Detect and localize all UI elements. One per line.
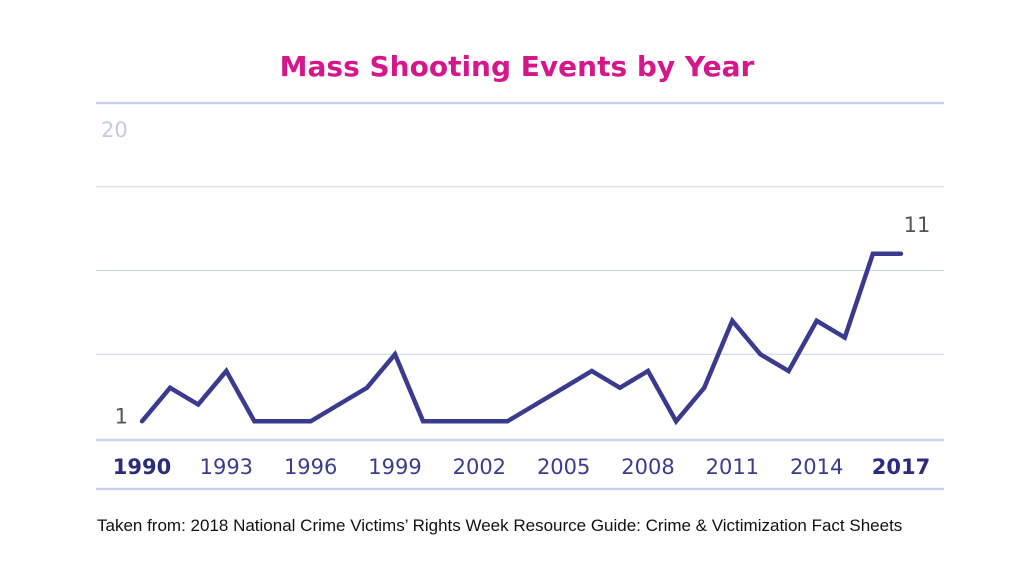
data-point	[730, 318, 735, 323]
data-point	[645, 368, 651, 374]
data-point	[505, 419, 510, 424]
data-point	[533, 402, 538, 407]
x-tick-label: 2011	[706, 455, 759, 479]
y-tick-label: 20	[101, 118, 128, 142]
data-point	[252, 419, 257, 424]
data-point	[589, 368, 594, 374]
data-point	[617, 385, 623, 390]
data-point	[364, 385, 370, 390]
series-group	[139, 251, 904, 426]
x-tick-label: 1993	[200, 455, 253, 479]
data-point	[224, 368, 229, 374]
x-tick-label: 2014	[790, 455, 843, 479]
data-point	[477, 419, 482, 424]
data-point	[449, 419, 454, 424]
data-point	[280, 419, 285, 424]
x-axis-ticks: 1990 1993 1996 1999 2002 2005 2008 2011 2014 2017	[113, 455, 930, 479]
x-tick-label: 1996	[284, 455, 337, 479]
data-point	[392, 352, 398, 357]
data-point	[196, 402, 201, 407]
x-tick-label: 2017	[872, 455, 930, 479]
data-point	[420, 419, 426, 424]
x-tick-label: 1999	[368, 455, 421, 479]
x-tick-label: 2005	[537, 455, 590, 479]
data-point	[673, 419, 679, 424]
data-point	[758, 352, 763, 357]
chart-title: Mass Shooting Events by Year	[280, 50, 755, 83]
data-point	[336, 402, 341, 407]
data-point	[870, 251, 876, 256]
data-point	[139, 419, 145, 424]
gridlines	[96, 101, 944, 491]
data-point	[167, 385, 173, 390]
data-point	[842, 335, 847, 340]
data-point	[308, 419, 313, 424]
series-line	[140, 251, 901, 426]
data-point	[786, 368, 791, 374]
data-point	[702, 385, 707, 390]
data-point	[898, 251, 904, 256]
x-tick-label: 1990	[113, 455, 171, 479]
data-label-first: 1	[115, 404, 128, 428]
data-point	[561, 385, 566, 390]
data-point	[814, 318, 819, 323]
data-labels: 111	[115, 213, 931, 429]
x-tick-label: 2008	[621, 455, 674, 479]
data-label-last: 11	[904, 213, 931, 237]
x-tick-label: 2002	[453, 455, 506, 479]
y-axis-ticks: 20	[101, 118, 128, 142]
source-note: Taken from: 2018 National Crime Victims’…	[97, 516, 902, 535]
